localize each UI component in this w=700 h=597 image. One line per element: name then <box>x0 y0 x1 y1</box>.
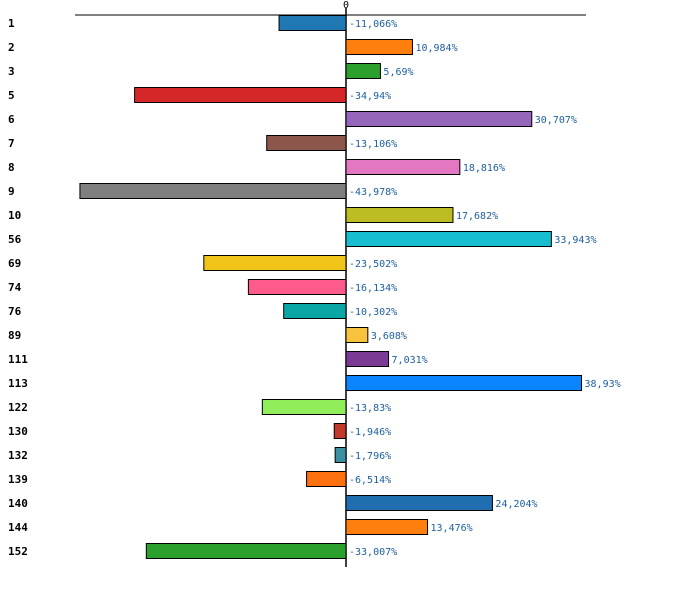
bar-113 <box>345 375 583 391</box>
category-label: 9 <box>8 185 15 198</box>
value-label: -13,106% <box>349 139 397 150</box>
category-label: 130 <box>8 425 28 438</box>
bar-130 <box>333 423 347 439</box>
value-label: 24,204% <box>495 499 537 510</box>
category-label: 56 <box>8 233 22 246</box>
bar-1 <box>278 15 347 31</box>
value-label: 7,031% <box>392 355 428 366</box>
bar-122 <box>261 399 347 415</box>
bars-group: 1 -11,066% 2 10,984% 3 5,69% 5 -34,94% 6 30,707% 7… <box>8 15 621 559</box>
category-label: 8 <box>8 161 15 174</box>
bar-76 <box>283 303 347 319</box>
bar-140 <box>345 495 493 511</box>
bar-6 <box>345 111 533 127</box>
bar-69 <box>203 255 347 271</box>
category-label: 69 <box>8 257 21 270</box>
bar-144 <box>345 519 429 535</box>
value-label: -23,502% <box>349 259 397 270</box>
bar-89 <box>345 327 369 343</box>
bar-9 <box>79 183 347 199</box>
value-label: 33,943% <box>554 235 596 246</box>
category-label: 111 <box>8 353 28 366</box>
value-label: -16,134% <box>349 283 397 294</box>
category-label: 2 <box>8 41 15 54</box>
bar-74 <box>247 279 347 295</box>
category-label: 74 <box>8 281 22 294</box>
bar-5 <box>134 87 347 103</box>
bar-10 <box>345 207 454 223</box>
category-label: 76 <box>8 305 22 318</box>
value-label: -1,946% <box>349 427 391 438</box>
value-label: -34,94% <box>349 91 391 102</box>
category-label: 113 <box>8 377 28 390</box>
category-label: 1 <box>8 17 15 30</box>
category-label: 132 <box>8 449 28 462</box>
category-label: 152 <box>8 545 28 558</box>
category-label: 89 <box>8 329 21 342</box>
category-label: 139 <box>8 473 28 486</box>
bar-2 <box>345 39 413 55</box>
category-label: 122 <box>8 401 28 414</box>
value-label: -6,514% <box>349 475 391 486</box>
bar-132 <box>334 447 347 463</box>
value-label: -1,796% <box>349 451 391 462</box>
value-label: -11,066% <box>349 19 397 30</box>
value-label: 30,707% <box>535 115 577 126</box>
category-label: 3 <box>8 65 15 78</box>
bar-56 <box>345 231 552 247</box>
value-label: 10,984% <box>415 43 457 54</box>
bar-3 <box>345 63 381 79</box>
category-label: 10 <box>8 209 21 222</box>
bar-152 <box>145 543 347 559</box>
category-label: 140 <box>8 497 28 510</box>
value-label: 13,476% <box>431 523 473 534</box>
value-label: 3,608% <box>371 331 407 342</box>
value-label: 17,682% <box>456 211 498 222</box>
value-label: 38,93% <box>585 379 621 390</box>
bar-111 <box>345 351 390 367</box>
bar-8 <box>345 159 461 175</box>
bar-7 <box>266 135 347 151</box>
zero-tick-label: 0 <box>343 0 349 11</box>
category-label: 7 <box>8 137 15 150</box>
value-label: -43,978% <box>349 187 397 198</box>
value-label: -10,302% <box>349 307 397 318</box>
category-label: 6 <box>8 113 15 126</box>
category-label: 5 <box>8 89 15 102</box>
bar-139 <box>306 471 347 487</box>
value-label: -33,007% <box>349 547 397 558</box>
value-label: -13,83% <box>349 403 391 414</box>
category-label: 144 <box>8 521 28 534</box>
value-label: 18,816% <box>463 163 505 174</box>
value-label: 5,69% <box>383 67 413 78</box>
